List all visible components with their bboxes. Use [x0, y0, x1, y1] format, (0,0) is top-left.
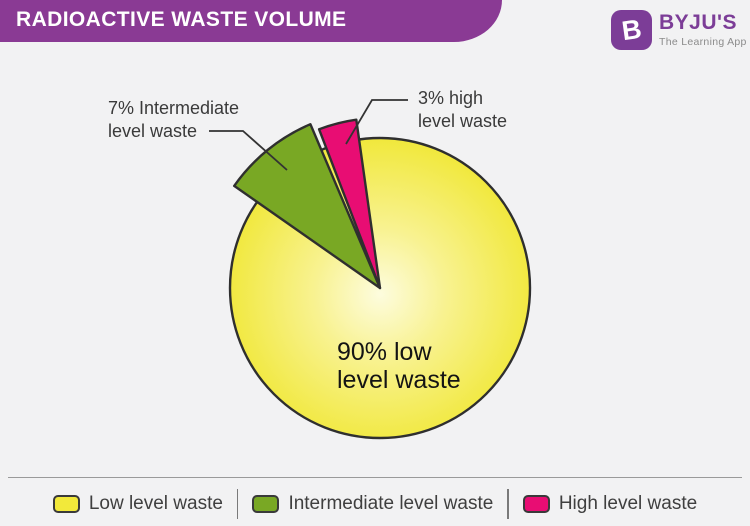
callout-high-waste: 3% high level waste: [418, 88, 508, 131]
legend-swatch-low: [52, 495, 80, 513]
legend: Low level waste Intermediate level waste…: [0, 489, 750, 519]
legend-label-intermediate: Intermediate level waste: [288, 493, 494, 514]
legend-label-high: High level waste: [558, 493, 698, 514]
callout-intermediate-waste: 7% Intermediate level waste: [108, 98, 240, 141]
legend-swatch-intermediate: [252, 495, 280, 513]
logo-brand: BYJU'S: [659, 11, 738, 34]
legend-separator: [236, 489, 239, 519]
leader-intermediate: [209, 130, 288, 171]
logo-tagline: The Learning App: [659, 36, 747, 49]
byjus-logo: B BYJU'S The Learning App: [611, 10, 747, 50]
legend-divider-rule: [8, 477, 742, 478]
legend-item-intermediate: Intermediate level waste: [252, 493, 493, 515]
logo-text-block: BYJU'S The Learning App: [659, 10, 747, 48]
callout-low-waste: 90% low level waste: [337, 338, 461, 394]
legend-swatch-high: [522, 495, 550, 513]
pie-slice-high-level-waste: [317, 118, 382, 290]
legend-item-low: Low level waste: [52, 493, 223, 515]
byjus-logo-icon: B: [611, 10, 652, 50]
leader-lines: [209, 99, 408, 171]
legend-item-high: High level waste: [522, 493, 698, 515]
page-title: RADIOACTIVE WASTE VOLUME: [16, 8, 347, 31]
leader-high: [345, 99, 408, 145]
header-banner: RADIOACTIVE WASTE VOLUME: [0, 0, 502, 42]
pie-slice-intermediate-level-waste: [233, 123, 382, 290]
legend-separator: [507, 489, 509, 519]
legend-label-low: Low level waste: [88, 493, 223, 514]
